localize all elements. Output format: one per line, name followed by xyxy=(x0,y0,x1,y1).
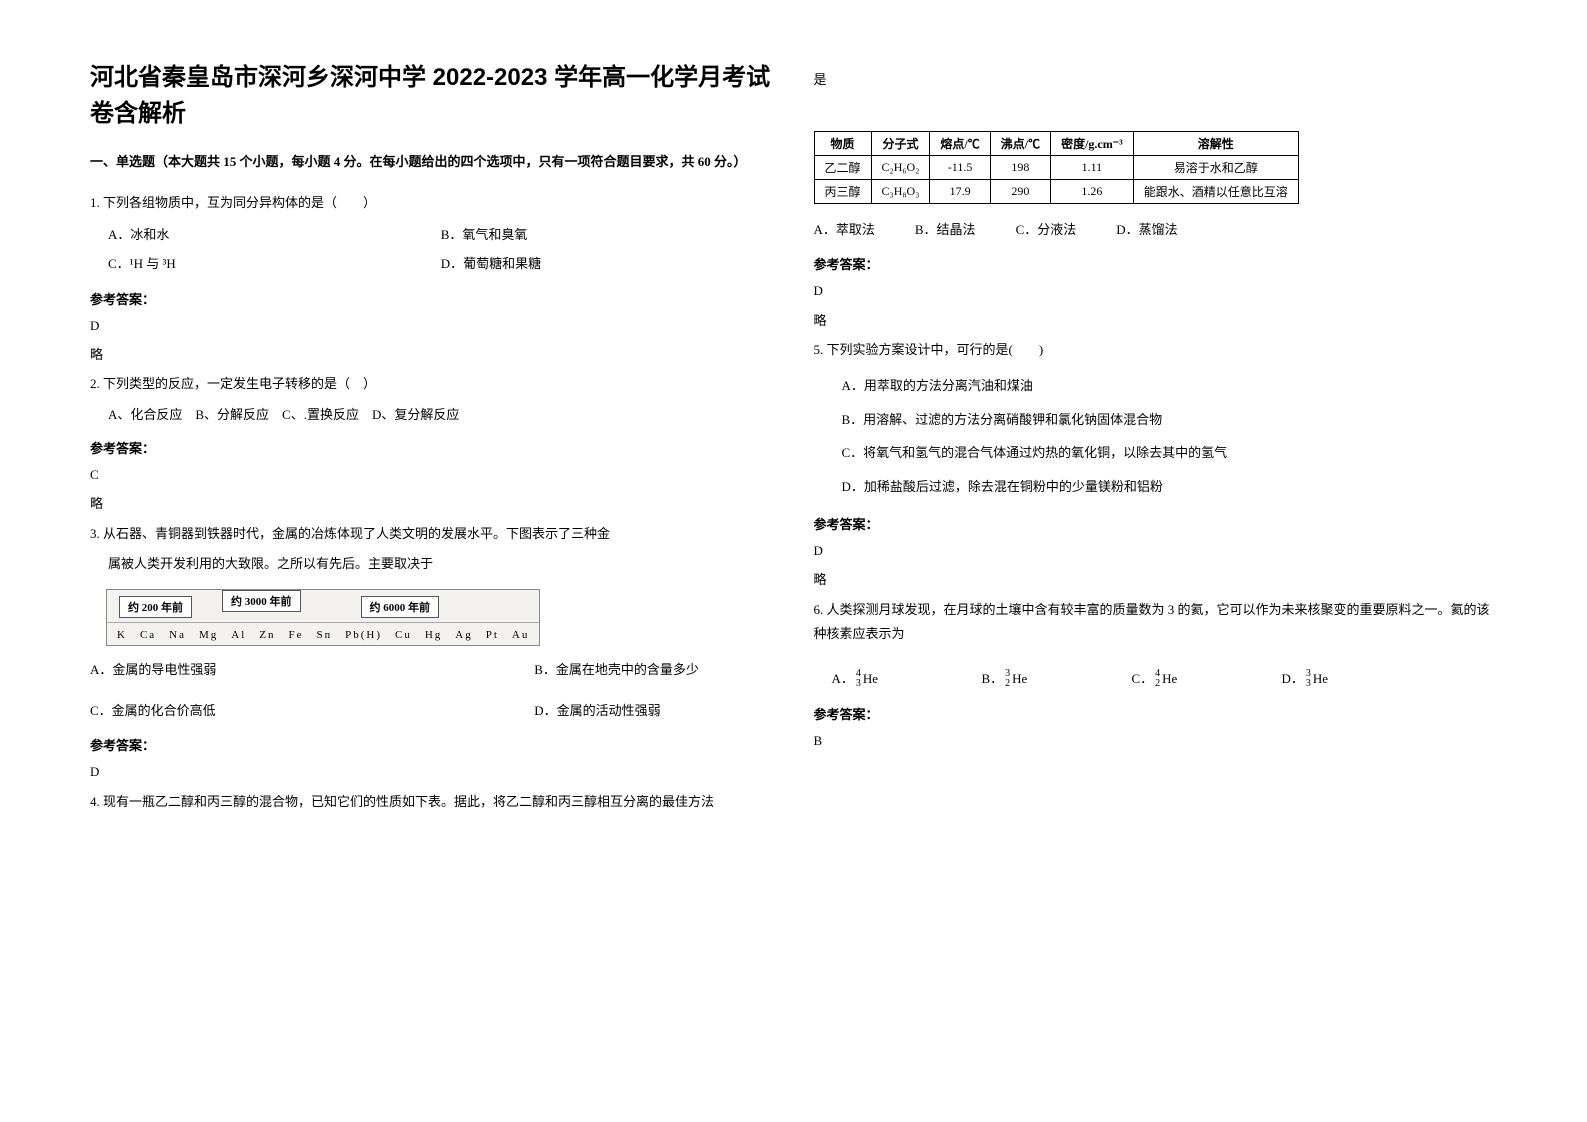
cell: C₂H₆O₂ xyxy=(871,155,930,179)
answer-label: 参考答案： xyxy=(90,735,774,754)
q5-opt-a: A．用萃取的方法分离汽油和煤油 xyxy=(842,369,1498,403)
q1-options: A．冰和水 B．氧气和臭氧 C．¹H 与 ³H D．葡萄糖和果糖 xyxy=(90,221,774,278)
atomic-num: 3 xyxy=(1306,679,1311,689)
q3-row-ab: A．金属的导电性强弱 B．金属在地壳中的含量多少 xyxy=(90,656,774,685)
q3-opt-d: D．金属的活动性强弱 xyxy=(534,697,773,726)
q4-explain: 略 xyxy=(814,309,1498,332)
q3-opt-c: C．金属的化合价高低 xyxy=(90,697,534,726)
cell: 17.9 xyxy=(930,179,990,203)
q4-cont: 是 xyxy=(814,68,1498,93)
timeline-box-3: 约 6000 年前 xyxy=(361,596,440,618)
q4-opt-b: B．结晶法 xyxy=(915,216,976,245)
cell: 198 xyxy=(990,155,1050,179)
q4-opt-a: A．萃取法 xyxy=(814,216,875,245)
q4-opt-d: D．蒸馏法 xyxy=(1116,216,1177,245)
q1-opt-c: C．¹H 与 ³H xyxy=(108,250,441,279)
q6-answer: B xyxy=(814,729,1498,752)
q1-answer: D xyxy=(90,314,774,337)
substance-table: 物质 分子式 熔点/℃ 沸点/℃ 密度/g.cm⁻³ 溶解性 乙二醇 C₂H₆O… xyxy=(814,131,1299,204)
q2-answer: C xyxy=(90,463,774,486)
th-formula: 分子式 xyxy=(871,131,930,155)
answer-label: 参考答案： xyxy=(814,254,1498,273)
q1-explain: 略 xyxy=(90,343,774,366)
q6-stem: 6. 人类探测月球发现，在月球的土壤中含有较丰富的质量数为 3 的氦，它可以作为… xyxy=(814,598,1498,647)
q3-opt-a: A．金属的导电性强弱 xyxy=(90,656,534,685)
q3-stem-1: 3. 从石器、青铜器到铁器时代，金属的冶炼体现了人类文明的发展水平。下图表示了三… xyxy=(90,522,774,547)
q1-opt-d: D．葡萄糖和果糖 xyxy=(441,250,774,279)
th-bp: 沸点/℃ xyxy=(990,131,1050,155)
q2-options: A、化合反应 B、分解反应 C、.置换反应 D、复分解反应 xyxy=(90,403,774,428)
cell: C₃H₈O₃ xyxy=(871,179,930,203)
left-column: 河北省秦皇岛市深河乡深河中学 2022-2023 学年高一化学月考试卷含解析 一… xyxy=(70,60,794,1082)
exam-title: 河北省秦皇岛市深河乡深河中学 2022-2023 学年高一化学月考试卷含解析 xyxy=(90,60,774,132)
cell: 1.26 xyxy=(1051,179,1134,203)
q5-opt-b: B．用溶解、过滤的方法分离硝酸钾和氯化钠固体混合物 xyxy=(842,403,1498,437)
atomic-num: 3 xyxy=(856,679,861,689)
cell: 丙三醇 xyxy=(814,179,871,203)
table-row: 丙三醇 C₃H₈O₃ 17.9 290 1.26 能跟水、酒精以任意比互溶 xyxy=(814,179,1298,203)
q2-stem: 2. 下列类型的反应，一定发生电子转移的是（ ） xyxy=(90,372,774,397)
cell: 乙二醇 xyxy=(814,155,871,179)
timeline-box-1: 约 200 年前 xyxy=(119,596,192,618)
q2-explain: 略 xyxy=(90,492,774,515)
q1-opt-b: B．氧气和臭氧 xyxy=(441,221,774,250)
cell: 能跟水、酒精以任意比互溶 xyxy=(1133,179,1298,203)
q3-stem-2: 属被人类开发利用的大致限。之所以有先后。主要取决于 xyxy=(90,552,774,577)
timeline-elements: K Ca Na Mg Al Zn Fe Sn Pb(H) Cu Hg Ag Pt… xyxy=(107,622,539,645)
q5-opt-d: D．加稀盐酸后过滤，除去混在铜粉中的少量镁粉和铝粉 xyxy=(842,470,1498,504)
timeline-box-2: 约 3000 年前 xyxy=(222,590,301,612)
q5-stem: 5. 下列实验方案设计中，可行的是( ) xyxy=(814,338,1498,363)
q5-answer: D xyxy=(814,539,1498,562)
q6-opt-c: C．42He xyxy=(1132,665,1282,694)
q1-opt-a: A．冰和水 xyxy=(108,221,441,250)
q5-explain: 略 xyxy=(814,568,1498,591)
atomic-num: 2 xyxy=(1155,679,1160,689)
q1-stem: 1. 下列各组物质中，互为同分异构体的是（ ） xyxy=(90,191,774,216)
answer-label: 参考答案： xyxy=(814,514,1498,533)
q4-stem-1: 4. 现有一瓶乙二醇和丙三醇的混合物，已知它们的性质如下表。据此，将乙二醇和丙三… xyxy=(90,790,774,815)
cell: 易溶于水和乙醇 xyxy=(1133,155,1298,179)
table-header-row: 物质 分子式 熔点/℃ 沸点/℃ 密度/g.cm⁻³ 溶解性 xyxy=(814,131,1298,155)
q6-opt-a: A．43He xyxy=(832,665,982,694)
timeline-boxes: 约 200 年前 约 3000 年前 约 6000 年前 xyxy=(107,590,539,622)
q4-answer: D xyxy=(814,279,1498,302)
q3-answer: D xyxy=(90,760,774,783)
cell: 290 xyxy=(990,179,1050,203)
answer-label: 参考答案： xyxy=(90,438,774,457)
timeline-diagram: 约 200 年前 约 3000 年前 约 6000 年前 K Ca Na Mg … xyxy=(106,589,540,646)
th-substance: 物质 xyxy=(814,131,871,155)
cell: -11.5 xyxy=(930,155,990,179)
q4-opt-c: C．分液法 xyxy=(1016,216,1077,245)
q3-opt-b: B．金属在地壳中的含量多少 xyxy=(534,656,773,685)
right-column: 是 物质 分子式 熔点/℃ 沸点/℃ 密度/g.cm⁻³ 溶解性 乙二醇 C₂H… xyxy=(794,60,1518,1082)
q6-opt-b: B．32He xyxy=(982,665,1132,694)
q6-options: A．43He B．32He C．42He D．33He xyxy=(814,665,1498,694)
q5-options: A．用萃取的方法分离汽油和煤油 B．用溶解、过滤的方法分离硝酸钾和氯化钠固体混合… xyxy=(814,369,1498,504)
answer-label: 参考答案： xyxy=(814,704,1498,723)
table-row: 乙二醇 C₂H₆O₂ -11.5 198 1.11 易溶于水和乙醇 xyxy=(814,155,1298,179)
th-density: 密度/g.cm⁻³ xyxy=(1051,131,1134,155)
section-instructions: 一、单选题（本大题共 15 个小题，每小题 4 分。在每小题给出的四个选项中，只… xyxy=(90,152,774,173)
section-text: 一、单选题（本大题共 15 个小题，每小题 4 分。在每小题给出的四个选项中，只… xyxy=(90,154,747,169)
q5-opt-c: C．将氧气和氢气的混合气体通过灼热的氧化铜，以除去其中的氢气 xyxy=(842,436,1498,470)
q4-options: A．萃取法 B．结晶法 C．分液法 D．蒸馏法 xyxy=(814,216,1498,245)
th-mp: 熔点/℃ xyxy=(930,131,990,155)
atomic-num: 2 xyxy=(1005,679,1010,689)
answer-label: 参考答案： xyxy=(90,289,774,308)
q3-row-cd: C．金属的化合价高低 D．金属的活动性强弱 xyxy=(90,697,774,726)
q6-opt-d: D．33He xyxy=(1282,665,1432,694)
exam-page: 河北省秦皇岛市深河乡深河中学 2022-2023 学年高一化学月考试卷含解析 一… xyxy=(0,0,1587,1122)
th-solubility: 溶解性 xyxy=(1133,131,1298,155)
cell: 1.11 xyxy=(1051,155,1134,179)
